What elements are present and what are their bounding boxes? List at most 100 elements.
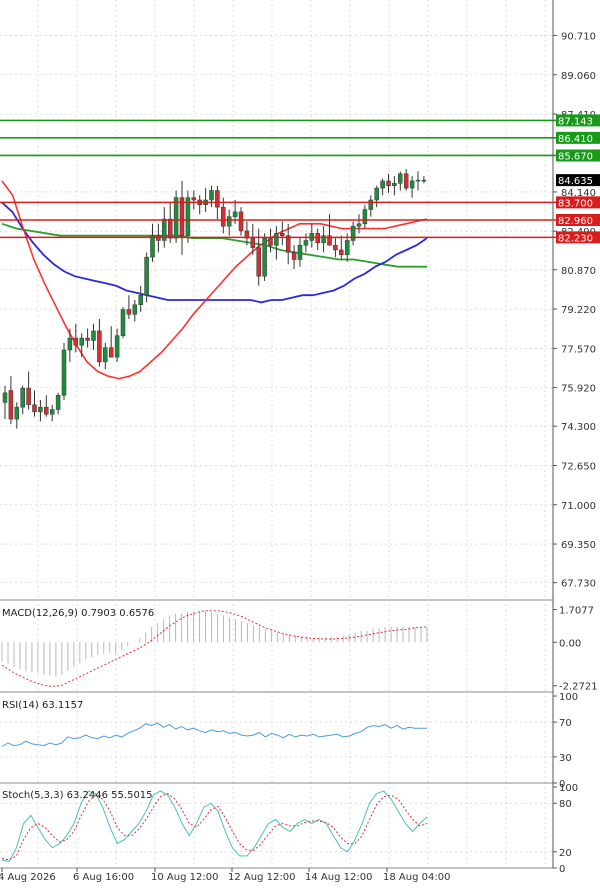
candle-body <box>409 180 415 189</box>
macd-tick-label: 0.00 <box>559 638 581 649</box>
x-tick-label: 10 Aug 12:00 <box>151 872 218 883</box>
candle-body <box>167 218 173 239</box>
candle-body <box>215 190 220 208</box>
candle <box>274 226 279 260</box>
candle-body <box>26 387 31 406</box>
candle <box>126 295 132 320</box>
candle <box>144 252 149 303</box>
rsi-tick-label: 30 <box>559 753 572 764</box>
candle <box>44 395 49 417</box>
candle <box>73 323 79 353</box>
candle <box>350 221 356 246</box>
price-tick-label: 72.650 <box>561 461 596 472</box>
resistance-level-label-bg <box>556 149 600 162</box>
candle-body <box>262 237 267 277</box>
candle-body <box>55 394 61 410</box>
candle-body <box>114 335 120 358</box>
candle-body <box>91 330 96 341</box>
candle-body <box>280 233 285 236</box>
resistance-level-label: 86.410 <box>558 134 593 145</box>
candle <box>61 342 67 400</box>
candle-body <box>238 211 244 232</box>
candle-body <box>20 387 25 408</box>
candle-body <box>339 249 344 256</box>
stoch-k-line <box>1 790 428 863</box>
stoch-d-line <box>1 792 428 861</box>
candle-body <box>67 337 73 351</box>
candle <box>226 209 232 236</box>
rsi-label: RSI(14) 63.1157 <box>2 700 83 711</box>
candle-body <box>132 304 138 315</box>
stoch-tick-label: 20 <box>559 848 572 859</box>
price-tick-label: 69.350 <box>561 540 596 551</box>
candle <box>85 328 90 348</box>
candle-body <box>344 240 350 256</box>
price-tick-label: 74.300 <box>561 422 596 433</box>
candle-body <box>350 225 356 241</box>
macd-tick-label: 1.7077 <box>559 606 594 617</box>
price-tick-label: 80.870 <box>561 266 596 277</box>
candle-body <box>226 216 232 227</box>
candle <box>91 323 96 350</box>
candle-body <box>327 235 332 246</box>
candle-body <box>268 237 273 246</box>
candle <box>32 390 37 417</box>
candle-body <box>162 218 167 241</box>
candle-body <box>398 173 403 184</box>
candle <box>132 300 138 322</box>
candle <box>280 221 285 246</box>
candle-body <box>368 199 374 210</box>
candle <box>409 176 415 198</box>
candle <box>315 228 320 250</box>
candle <box>114 328 120 362</box>
support-level-label-bg <box>556 231 600 244</box>
candle-body <box>274 233 279 246</box>
resistance-level-label-bg <box>556 131 600 144</box>
macd-signal-line <box>1 610 428 687</box>
candle <box>303 233 309 253</box>
x-tick-label: 4 Aug 2026 <box>0 872 56 883</box>
candle-body <box>421 179 427 182</box>
candle <box>285 223 291 265</box>
candle-body <box>303 240 309 246</box>
candle <box>97 319 102 367</box>
candle <box>291 245 297 270</box>
candle-body <box>209 190 214 201</box>
x-tick-label: 12 Aug 12:00 <box>228 872 295 883</box>
candle <box>173 190 179 243</box>
resistance-level-label: 87.143 <box>558 116 593 127</box>
candle <box>8 376 14 424</box>
candle-body <box>85 337 90 341</box>
candle-body <box>415 179 421 182</box>
candle <box>398 171 403 191</box>
candle-body <box>333 244 338 251</box>
rsi-tick-label: 0 <box>559 779 565 790</box>
candle <box>374 185 379 208</box>
candle <box>297 238 303 267</box>
candle <box>191 190 197 210</box>
candle <box>362 204 368 229</box>
macd-label: MACD(12,26,9) 0.7903 0.6576 <box>2 608 154 619</box>
candle-body <box>126 309 132 315</box>
ma-fast-line <box>1 180 428 380</box>
candle <box>108 326 114 358</box>
candle-body <box>221 206 226 227</box>
candle <box>333 238 338 258</box>
support-level-label: 82.230 <box>558 233 593 244</box>
candle <box>14 402 20 429</box>
ma-mid-line <box>1 201 428 304</box>
price-tick-label: 89.060 <box>561 71 596 82</box>
x-tick-label: 18 Aug 04:00 <box>383 872 450 883</box>
candle-body <box>49 409 55 415</box>
macd-tick-label: -2.2721 <box>559 682 598 693</box>
candle <box>38 400 43 422</box>
candle <box>238 207 244 236</box>
candle <box>197 195 202 215</box>
candle-body <box>61 349 67 396</box>
candle <box>368 195 374 217</box>
last-price-label-bg <box>556 174 600 187</box>
rsi-tick-label: 100 <box>559 692 578 703</box>
candle-body <box>44 406 49 415</box>
